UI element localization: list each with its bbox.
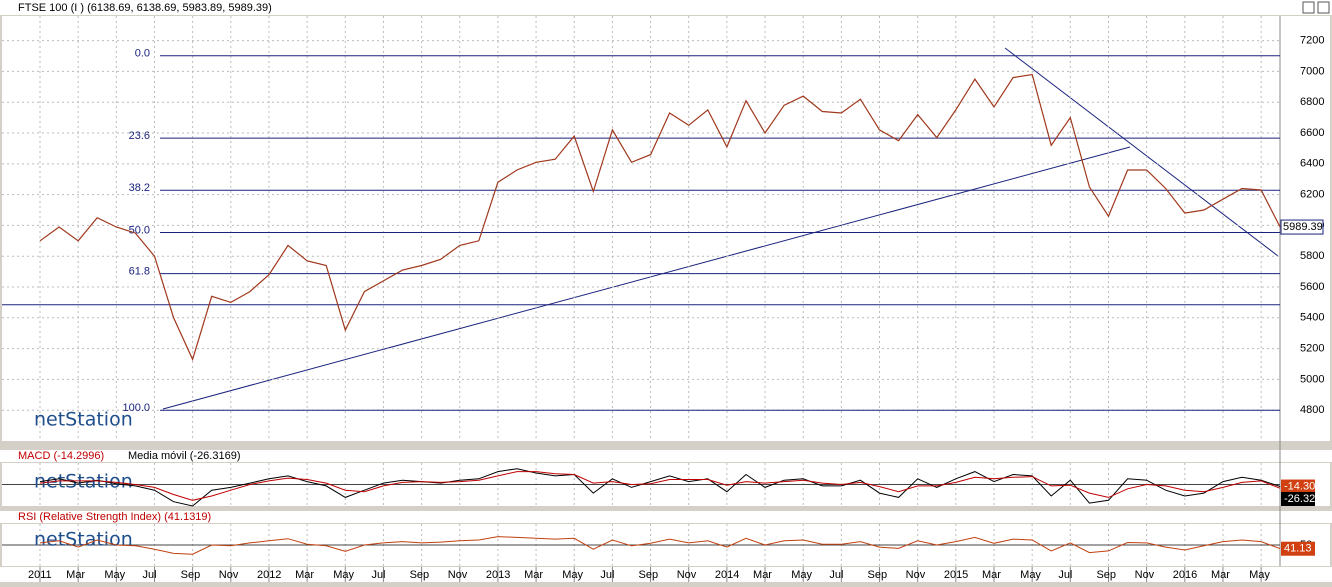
y-tick-label: 5200: [1300, 343, 1324, 355]
x-tick-label: Mar: [1211, 569, 1230, 581]
min-button[interactable]: [1302, 1, 1315, 14]
x-tick-label: May: [1020, 569, 1041, 581]
value-tag: -14.30: [1284, 480, 1315, 492]
value-tag-box: [1281, 541, 1315, 556]
y-tick-label: 6200: [1300, 189, 1324, 201]
x-tick-label: Mar: [982, 569, 1001, 581]
trend-line: [1004, 47, 1279, 257]
price-tag-box: [1280, 219, 1324, 235]
x-tick-label: Jul: [600, 569, 614, 581]
x-tick-label: Mar: [295, 569, 314, 581]
value-tag-box: [1281, 492, 1315, 506]
y-tick-label: 5000: [1300, 373, 1324, 385]
y-tick-label: 5600: [1300, 281, 1324, 293]
x-tick-label: Mar: [524, 569, 543, 581]
y-tick-label: 6400: [1300, 158, 1324, 170]
x-tick-label: Nov: [906, 569, 926, 581]
price-panel: [2, 16, 1330, 441]
watermark: netStation: [34, 409, 133, 431]
fib-label: 23.6: [129, 130, 150, 142]
max-button[interactable]: [1317, 1, 1330, 14]
macd-header: [0, 450, 1332, 462]
x-tick-label: Nov: [1135, 569, 1155, 581]
x-tick-label: 2014: [715, 569, 739, 581]
header-bar: [0, 0, 1332, 15]
x-tick-label: Jul: [829, 569, 843, 581]
series-line: [39, 471, 1281, 501]
x-tick-label: Jul: [1058, 569, 1072, 581]
x-tick-label: Mar: [753, 569, 772, 581]
x-tick-label: Nov: [448, 569, 468, 581]
y-tick-label: 5800: [1300, 250, 1324, 262]
x-tick-label: Mar: [66, 569, 85, 581]
rsi-header: [0, 511, 1332, 523]
value-tag: -26.32: [1284, 493, 1315, 505]
x-tick-label: 2013: [486, 569, 510, 581]
x-tick-label: Nov: [219, 569, 239, 581]
legend-label: Media móvil (-26.3169): [128, 450, 241, 462]
series-line: [39, 536, 1281, 555]
x-tick-label: May: [562, 569, 583, 581]
price-tag: 5989.39: [1283, 221, 1323, 233]
watermark: netStation: [34, 471, 133, 493]
series-line: [39, 468, 1281, 507]
x-tick-label: Sep: [181, 569, 201, 581]
y-tick-label: 6600: [1300, 127, 1324, 139]
y-tick-label: 4800: [1300, 404, 1324, 416]
x-tick-label: 2012: [257, 569, 281, 581]
fib-label: 0.0: [135, 48, 150, 60]
x-tick-label: May: [333, 569, 354, 581]
x-tick-label: 2011: [28, 569, 52, 581]
y-tick-label: 7000: [1300, 65, 1324, 77]
x-tick-label: May: [791, 569, 812, 581]
y-tick-label: 5400: [1300, 312, 1324, 324]
x-tick-label: Nov: [677, 569, 697, 581]
x-tick-label: Sep: [1096, 569, 1116, 581]
fib-label: 100.0: [122, 402, 150, 414]
x-tick-label: Jul: [142, 569, 156, 581]
fib-label: 50.0: [129, 224, 150, 236]
legend-label: MACD (-14.2996): [18, 450, 104, 462]
chart-title: FTSE 100 (I ) (6138.69, 6138.69, 5983.89…: [18, 2, 272, 14]
value-tag-box: [1281, 479, 1315, 494]
x-tick-label: Jul: [371, 569, 385, 581]
watermark: netStation: [34, 529, 133, 551]
x-tick-label: May: [104, 569, 125, 581]
y-tick-label: 7200: [1300, 35, 1324, 47]
x-tick-label: 2015: [944, 569, 968, 581]
x-tick-label: Sep: [639, 569, 659, 581]
x-tick-label: Sep: [410, 569, 430, 581]
x-axis-bar: [0, 567, 1332, 582]
x-tick-label: Sep: [868, 569, 888, 581]
fib-label: 38.2: [129, 182, 150, 194]
value-tag: 41.13: [1284, 543, 1312, 555]
price-line: [39, 73, 1281, 362]
fib-label: 61.8: [129, 266, 150, 278]
x-tick-label: 2016: [1173, 569, 1197, 581]
y-tick-label: 6800: [1300, 96, 1324, 108]
x-tick-label: May: [1249, 569, 1270, 581]
legend-label: RSI (Relative Strength Index) (41.1319): [18, 511, 211, 523]
